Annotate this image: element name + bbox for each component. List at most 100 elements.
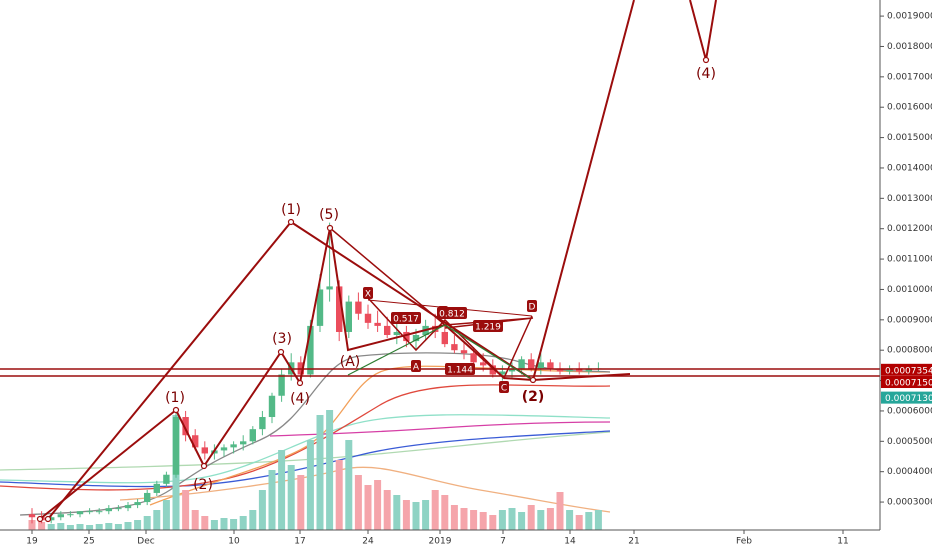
volume-bar xyxy=(479,512,487,530)
x-tick-label: 2019 xyxy=(429,537,452,547)
y-tick-label: 0.0016000 xyxy=(887,103,932,113)
candle-body xyxy=(364,313,372,323)
point-label: D xyxy=(529,303,536,313)
volume-bar xyxy=(114,524,122,530)
volume-bar xyxy=(297,475,305,530)
x-tick-label: 19 xyxy=(26,537,38,547)
candle-body xyxy=(220,447,228,451)
volume-bar xyxy=(335,460,343,530)
y-tick-label: 0.0015000 xyxy=(887,133,932,143)
volume-bar xyxy=(374,480,382,530)
y-tick-label: 0.0003000 xyxy=(887,498,932,508)
y-tick-label: 0.0014000 xyxy=(887,163,932,173)
ma-line xyxy=(0,431,611,471)
volume-bar xyxy=(518,512,526,530)
axes: 0.0003000 0.0004000 0.0005000 0.0006000 0.00… xyxy=(26,12,932,547)
volume-bar xyxy=(498,510,506,530)
volume-bar xyxy=(489,515,497,530)
volume-bar xyxy=(230,519,238,530)
point-label: X xyxy=(365,290,371,300)
point-box xyxy=(411,360,421,372)
candle-body xyxy=(499,371,506,375)
volume-bar xyxy=(450,505,458,530)
candles xyxy=(28,222,602,524)
y-tick-label: 0.0011000 xyxy=(887,255,932,265)
volume-bar xyxy=(354,475,362,530)
wave-line xyxy=(47,0,635,520)
wave-label: (3) xyxy=(272,331,292,347)
pattern-line xyxy=(367,297,533,380)
y-tick-label: 0.0019000 xyxy=(887,12,932,22)
pivot xyxy=(326,224,334,232)
ratio-label: 0.812 xyxy=(439,310,465,320)
volume-bar xyxy=(460,508,468,530)
volume-bar xyxy=(575,515,583,530)
volume-bar xyxy=(249,510,257,530)
volume-bar xyxy=(537,510,545,530)
candle-body xyxy=(355,301,362,314)
candle-body xyxy=(518,359,525,369)
candle-body xyxy=(374,322,381,326)
candle-body xyxy=(451,344,458,351)
volume-bar xyxy=(134,520,142,530)
y-tick-label: 0.0004000 xyxy=(887,467,932,477)
candle-body xyxy=(307,325,314,375)
x-tick-label: 10 xyxy=(228,537,240,547)
candle-body xyxy=(163,474,170,484)
x-tick-label: 11 xyxy=(837,537,848,547)
wave-label: (1) xyxy=(165,390,185,406)
y-tick-label: 0.0005000 xyxy=(887,437,932,447)
price-label-box xyxy=(881,363,932,376)
candle-body xyxy=(480,362,487,366)
candle-body xyxy=(144,492,151,503)
volume-bar xyxy=(28,520,36,530)
volume-bar xyxy=(124,522,132,530)
y-tick-label: 0.0009000 xyxy=(887,315,932,325)
volume-bar xyxy=(268,470,276,530)
candle-body xyxy=(278,374,285,396)
ratio-box xyxy=(445,363,475,375)
x-tick-label: 17 xyxy=(294,537,305,547)
point-box xyxy=(527,300,537,312)
candle-body xyxy=(566,368,573,372)
volume-bar xyxy=(594,510,602,530)
x-tick-label: 14 xyxy=(564,537,576,547)
candle-body xyxy=(124,505,132,509)
point-box xyxy=(499,381,509,393)
wave-label: (2) xyxy=(193,477,213,493)
candle-body xyxy=(115,508,122,510)
volume-bar xyxy=(508,508,516,530)
point-label: A xyxy=(413,363,420,373)
volume-bar xyxy=(556,492,564,530)
volume-bar xyxy=(441,495,449,530)
y-tick-label: 0.0012000 xyxy=(887,224,932,234)
wave-label: (A) xyxy=(340,354,361,370)
candle-body xyxy=(28,514,36,518)
candle-body xyxy=(153,483,160,493)
pivot xyxy=(172,406,180,414)
price-axis xyxy=(880,0,932,550)
volume-bar xyxy=(470,510,478,530)
candle-body xyxy=(403,331,410,342)
price-label-box xyxy=(881,376,932,389)
volume-bar xyxy=(527,505,535,530)
candle-body xyxy=(182,417,189,436)
wave-label: (5) xyxy=(319,207,339,223)
ratio-box xyxy=(437,307,467,319)
x-tick-label: 21 xyxy=(628,537,639,547)
volume-bar xyxy=(143,516,151,530)
candle-body xyxy=(576,368,583,372)
candle-body xyxy=(48,517,55,521)
volume-bar xyxy=(105,523,113,530)
candle-body xyxy=(470,353,477,363)
candle-body xyxy=(547,362,554,369)
volume-bar xyxy=(393,495,401,530)
candle-body xyxy=(508,368,516,372)
candle-body xyxy=(76,511,84,515)
candle-body xyxy=(316,289,324,326)
candle-body xyxy=(134,502,141,506)
wave-label: (1) xyxy=(281,202,301,218)
pivot-points xyxy=(36,56,710,523)
volume-bar xyxy=(585,512,593,530)
